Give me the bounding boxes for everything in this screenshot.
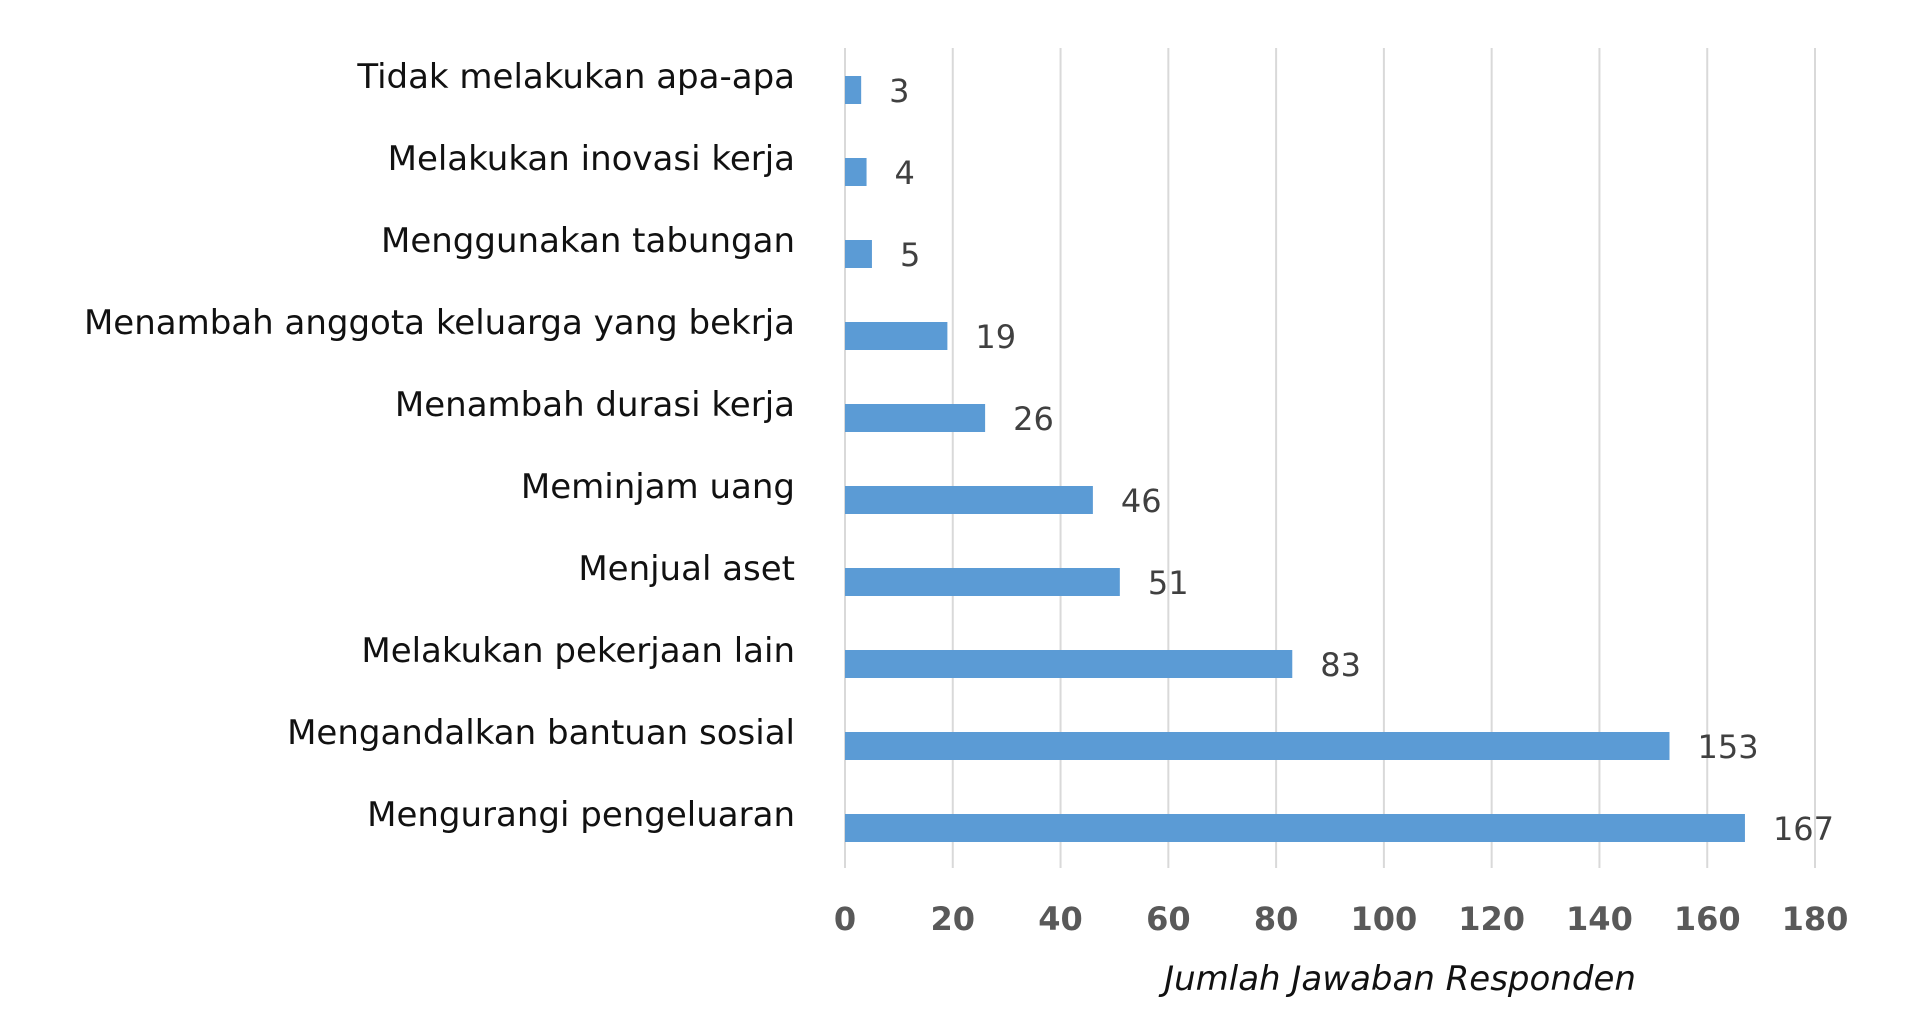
category-label: Menambah durasi kerja: [395, 385, 795, 425]
category-label: Menggunakan tabungan: [381, 221, 795, 261]
data-label: 3: [889, 72, 909, 110]
bar: [845, 322, 948, 350]
bar: [845, 158, 867, 186]
data-label: 153: [1698, 728, 1759, 766]
x-axis-title: Jumlah Jawaban Responden: [1158, 959, 1636, 999]
data-label: 4: [895, 154, 915, 192]
x-tick-label: 80: [1254, 900, 1299, 938]
category-label: Melakukan pekerjaan lain: [361, 631, 795, 671]
x-tick-label: 160: [1674, 900, 1741, 938]
category-label: Meminjam uang: [521, 467, 795, 507]
category-label: Menambah anggota keluarga yang bekrja: [84, 303, 795, 343]
x-tick-label: 180: [1782, 900, 1849, 938]
x-tick-label: 120: [1458, 900, 1525, 938]
bar: [845, 486, 1093, 514]
bar: [845, 568, 1120, 596]
x-axis-ticks: 0 20 40 60 80 100 120 140 160 180: [834, 900, 1849, 938]
category-label: Mengurangi pengeluaran: [367, 795, 795, 835]
category-label: Menjual aset: [578, 549, 795, 589]
bar: [845, 732, 1670, 760]
data-label: 46: [1121, 482, 1162, 520]
data-label: 26: [1013, 400, 1054, 438]
data-label: 19: [975, 318, 1016, 356]
category-label: Melakukan inovasi kerja: [388, 139, 795, 179]
bar: [845, 814, 1745, 842]
category-label: Mengandalkan bantuan sosial: [287, 713, 795, 753]
x-tick-label: 0: [834, 900, 856, 938]
category-labels: Tidak melakukan apa-apa Melakukan inovasi…: [84, 57, 795, 835]
data-labels: 3 4 5 19 26 46 51 83 153 167: [889, 72, 1834, 848]
bar: [845, 240, 872, 268]
bar: [845, 404, 986, 432]
bar: [845, 650, 1293, 678]
x-tick-label: 100: [1350, 900, 1417, 938]
x-tick-label: 20: [931, 900, 976, 938]
x-tick-label: 60: [1146, 900, 1191, 938]
gridlines: [844, 48, 1816, 868]
data-label: 167: [1773, 810, 1834, 848]
x-tick-label: 140: [1566, 900, 1633, 938]
category-label: Tidak melakukan apa-apa: [356, 57, 795, 97]
bar: [845, 76, 862, 104]
data-label: 83: [1320, 646, 1361, 684]
data-label: 51: [1148, 564, 1189, 602]
x-tick-label: 40: [1038, 900, 1083, 938]
data-label: 5: [900, 236, 920, 274]
bars: [845, 76, 1745, 842]
